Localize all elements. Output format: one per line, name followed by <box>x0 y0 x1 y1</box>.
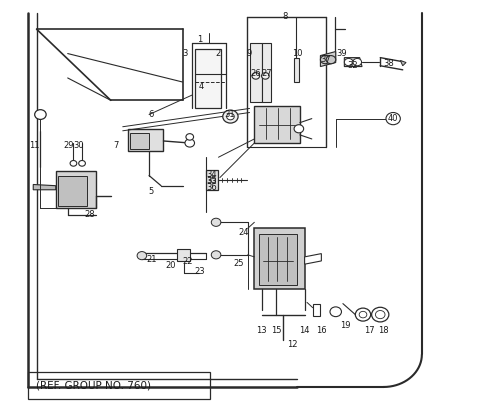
Bar <box>56 171 96 208</box>
Circle shape <box>344 58 353 66</box>
Text: 20: 20 <box>165 261 176 271</box>
Text: 38: 38 <box>383 59 394 68</box>
Text: 37: 37 <box>321 55 332 64</box>
Text: 6: 6 <box>149 110 154 119</box>
Bar <box>177 249 190 261</box>
Text: 36: 36 <box>206 183 216 192</box>
Text: 23: 23 <box>194 266 204 275</box>
Circle shape <box>355 308 371 321</box>
Circle shape <box>330 307 341 317</box>
Polygon shape <box>344 58 362 67</box>
Text: 5: 5 <box>149 187 154 196</box>
Circle shape <box>35 110 46 120</box>
Bar <box>128 129 163 151</box>
Text: 4: 4 <box>198 82 204 91</box>
Text: 32: 32 <box>347 61 358 70</box>
Polygon shape <box>321 51 336 67</box>
Circle shape <box>353 58 361 66</box>
Text: 8: 8 <box>283 13 288 22</box>
Polygon shape <box>305 254 322 264</box>
Text: 1: 1 <box>197 35 202 44</box>
Bar <box>250 43 262 102</box>
Bar <box>254 106 300 143</box>
Circle shape <box>359 311 367 318</box>
Text: 28: 28 <box>84 210 95 219</box>
Circle shape <box>137 252 147 260</box>
Text: 15: 15 <box>271 326 281 335</box>
Circle shape <box>211 251 221 259</box>
Circle shape <box>386 113 400 125</box>
Text: 9: 9 <box>247 49 252 58</box>
Text: 16: 16 <box>316 326 327 335</box>
Text: 29: 29 <box>64 140 74 150</box>
Bar <box>130 133 149 149</box>
Bar <box>262 43 271 102</box>
Text: (REF. GROUP NO. 760): (REF. GROUP NO. 760) <box>36 380 151 390</box>
Circle shape <box>186 134 193 140</box>
Text: 21: 21 <box>146 255 156 264</box>
Text: 11: 11 <box>29 140 39 150</box>
Text: 24: 24 <box>239 228 249 237</box>
Text: 27: 27 <box>261 69 272 78</box>
Text: 14: 14 <box>300 326 310 335</box>
Circle shape <box>294 125 304 133</box>
Bar <box>313 304 320 316</box>
Text: 18: 18 <box>378 326 389 335</box>
Circle shape <box>227 113 234 120</box>
Text: 40: 40 <box>388 114 398 123</box>
Bar <box>254 228 305 289</box>
Text: 17: 17 <box>364 326 374 335</box>
Text: 25: 25 <box>234 259 244 268</box>
Text: 33: 33 <box>206 177 216 186</box>
Circle shape <box>372 307 389 322</box>
Circle shape <box>185 139 194 147</box>
Bar <box>194 49 221 109</box>
Text: 31: 31 <box>224 110 235 119</box>
Text: 22: 22 <box>182 257 192 266</box>
Text: 34: 34 <box>206 170 216 179</box>
Bar <box>28 372 210 399</box>
Text: 26: 26 <box>251 69 261 78</box>
Bar <box>259 235 298 285</box>
Circle shape <box>321 55 330 64</box>
Circle shape <box>223 110 238 123</box>
Circle shape <box>79 160 85 166</box>
Text: 35: 35 <box>206 176 216 185</box>
Text: 10: 10 <box>292 49 303 58</box>
Text: 13: 13 <box>256 326 267 335</box>
Bar <box>58 175 87 206</box>
Bar <box>206 170 218 190</box>
Text: 39: 39 <box>336 49 347 58</box>
Text: 3: 3 <box>182 49 188 58</box>
Text: 12: 12 <box>288 340 298 349</box>
Bar <box>294 58 300 82</box>
Circle shape <box>375 310 385 319</box>
Circle shape <box>70 160 77 166</box>
Polygon shape <box>400 60 406 66</box>
Text: 30: 30 <box>73 140 84 150</box>
Text: 7: 7 <box>113 140 118 150</box>
Circle shape <box>326 55 336 64</box>
Circle shape <box>262 73 269 79</box>
Circle shape <box>211 218 221 226</box>
Polygon shape <box>33 184 56 190</box>
Circle shape <box>252 73 260 79</box>
Text: 2: 2 <box>216 49 221 58</box>
Text: 19: 19 <box>340 322 350 330</box>
